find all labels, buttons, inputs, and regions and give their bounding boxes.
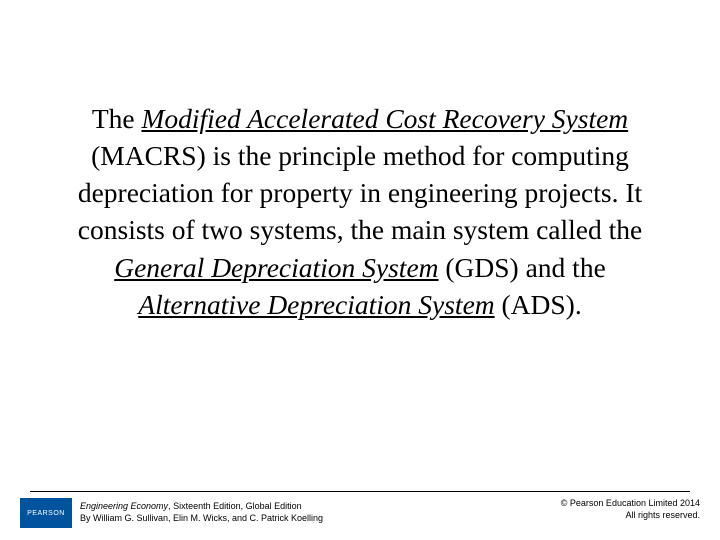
term-macrs: Modified Accelerated Cost Recovery Syste… [141, 103, 628, 134]
body-text-2: (GDS) and the [439, 252, 606, 283]
footer-right: © Pearson Education Limited 2014 All rig… [561, 498, 700, 521]
book-authors: By William G. Sullivan, Elin M. Wicks, a… [80, 513, 323, 525]
pearson-logo-text: PEARSON [27, 510, 65, 517]
footer-row: PEARSON Engineering Economy, Sixteenth E… [15, 498, 705, 528]
body-text-lead: The [92, 103, 142, 134]
slide-body: The Modified Accelerated Cost Recovery S… [0, 0, 720, 323]
footer-left: PEARSON Engineering Economy, Sixteenth E… [20, 498, 323, 528]
copyright-line-1: © Pearson Education Limited 2014 [561, 498, 700, 510]
book-info: Engineering Economy, Sixteenth Edition, … [80, 501, 323, 524]
footer-divider [30, 491, 690, 492]
body-text-1: (MACRS) is the principle method for comp… [78, 140, 642, 245]
book-edition: , Sixteenth Edition, Global Edition [168, 501, 302, 511]
term-ads: Alternative Depreciation System [138, 289, 494, 320]
footer: PEARSON Engineering Economy, Sixteenth E… [0, 491, 720, 528]
book-title: Engineering Economy [80, 501, 168, 511]
pearson-logo: PEARSON [20, 498, 72, 528]
copyright-line-2: All rights reserved. [561, 510, 700, 522]
body-text-3: (ADS). [495, 289, 582, 320]
body-paragraph: The Modified Accelerated Cost Recovery S… [55, 100, 665, 323]
term-gds: General Depreciation System [114, 252, 438, 283]
book-title-line: Engineering Economy, Sixteenth Edition, … [80, 501, 323, 513]
